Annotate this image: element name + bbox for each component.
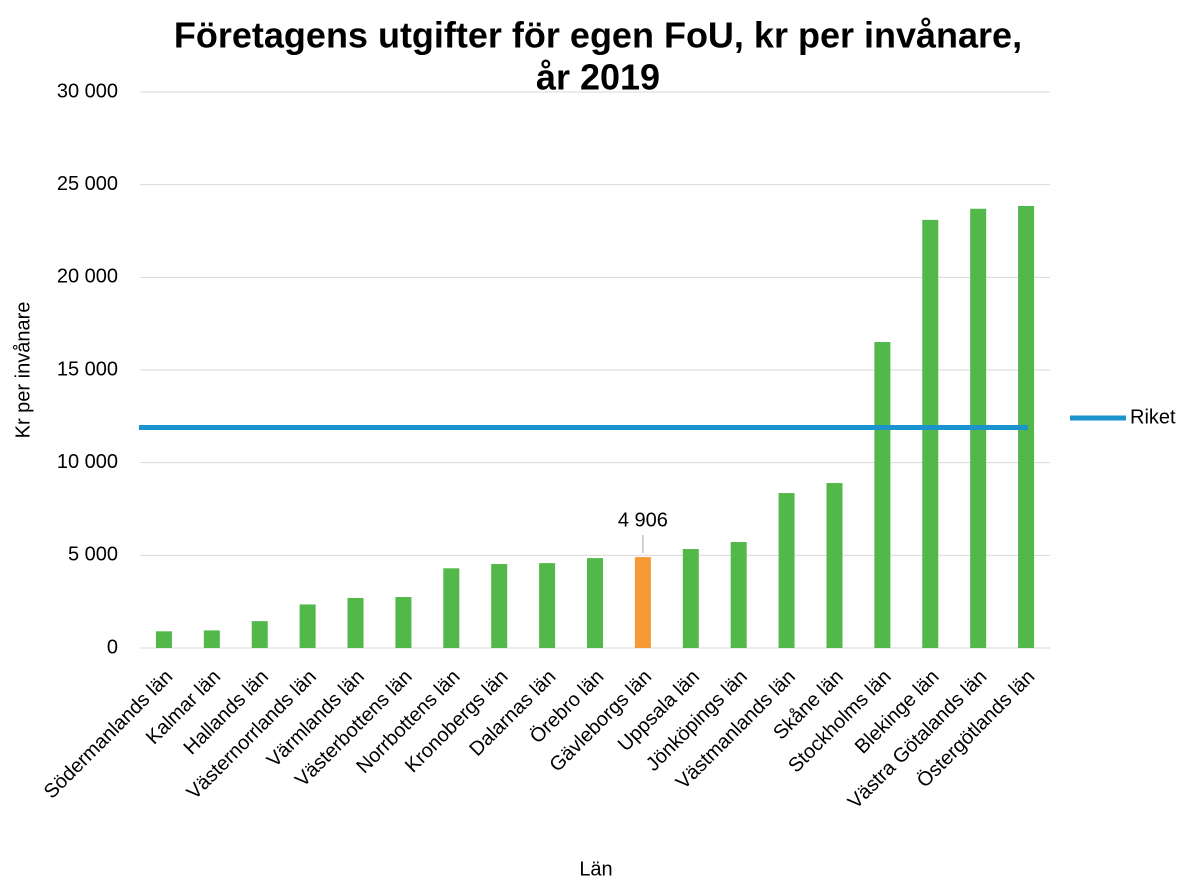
bar bbox=[155, 631, 172, 648]
x-axis-label: Län bbox=[579, 858, 612, 880]
bar bbox=[203, 630, 220, 648]
bar bbox=[251, 621, 268, 648]
chart-title: år 2019 bbox=[536, 57, 660, 98]
y-tick-label: 30 000 bbox=[57, 80, 118, 102]
y-tick-label: 20 000 bbox=[57, 266, 118, 288]
y-tick-label: 5 000 bbox=[68, 544, 118, 566]
bar bbox=[395, 597, 412, 648]
bar bbox=[634, 557, 651, 648]
bar bbox=[491, 564, 508, 648]
y-tick-label: 0 bbox=[107, 636, 118, 658]
bar bbox=[778, 493, 795, 648]
bar bbox=[730, 541, 747, 648]
bar bbox=[826, 483, 843, 648]
bar bbox=[347, 597, 364, 648]
bar bbox=[874, 342, 891, 648]
bar bbox=[299, 604, 316, 648]
bar bbox=[539, 563, 556, 648]
bar bbox=[587, 558, 603, 648]
y-axis-label: Kr per invånare bbox=[12, 302, 34, 439]
y-tick-label: 15 000 bbox=[57, 358, 118, 380]
chart-title: Företagens utgifter för egen FoU, kr per… bbox=[174, 15, 1022, 56]
bar bbox=[922, 219, 939, 648]
bar bbox=[443, 568, 460, 648]
bar bbox=[682, 549, 699, 648]
y-tick-label: 10 000 bbox=[57, 451, 118, 473]
data-label: 4 906 bbox=[618, 509, 668, 531]
y-tick-label: 25 000 bbox=[57, 173, 118, 195]
legend-label: Riket bbox=[1130, 406, 1176, 428]
